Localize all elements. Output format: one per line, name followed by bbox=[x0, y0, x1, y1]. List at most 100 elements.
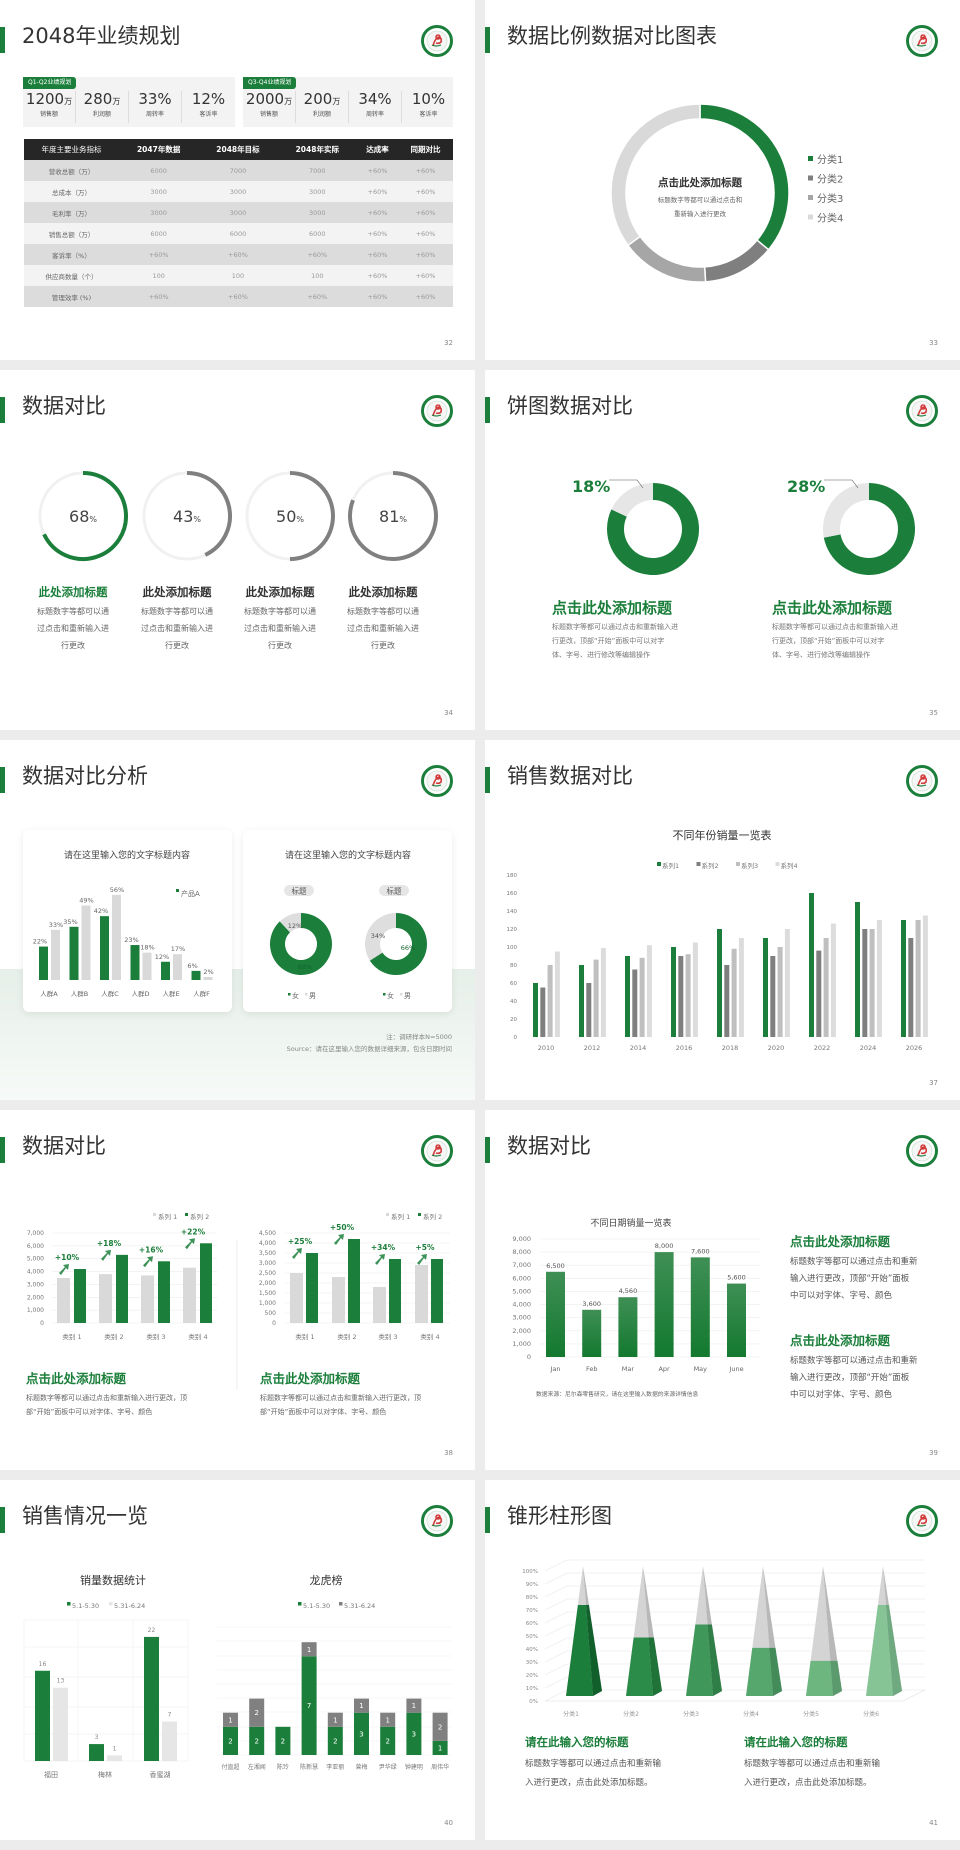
slide-35[interactable]: 饼图数据对比 35 18% 点击此处添加标题 标题数字等都可以通过点击和重新输入进 行更改… bbox=[485, 370, 960, 730]
y-tick-label: 10% bbox=[526, 1686, 538, 1692]
legend-swatch bbox=[67, 1602, 71, 1606]
item-desc: 标题数字等都可以通过点击和重新输入进行更改，顶 bbox=[26, 1393, 187, 1402]
slide-41[interactable]: 锥形柱形图 41 0% 10% 20% 30% 40% 50% 60% 70% 80% 90% 100%… bbox=[485, 1480, 960, 1840]
slide-32[interactable]: 2048年业绩规划 32 Q1-Q2业绩规划 1200万 销售额 280万 利润额 33% 周转… bbox=[0, 0, 475, 360]
y-tick-label: 70% bbox=[526, 1608, 538, 1614]
segment-label: 3 bbox=[359, 1730, 363, 1738]
x-tick-label: Apr bbox=[658, 1365, 670, 1373]
item-desc: 部“开始”面板中可以对字体、字号、颜色 bbox=[260, 1407, 386, 1416]
legend-label: 系列 2 bbox=[423, 1212, 442, 1221]
school-emblem-icon bbox=[906, 25, 938, 57]
item-desc: 过点击和重新输入进 bbox=[244, 623, 316, 633]
category-label: 人群E bbox=[162, 989, 179, 998]
growth-arrow-icon bbox=[59, 1264, 69, 1275]
bar-label: 2% bbox=[203, 968, 213, 976]
y-tick-label: 4,500 bbox=[259, 1230, 276, 1237]
table-cell: +60% bbox=[398, 223, 453, 244]
legend-label: 男 bbox=[309, 992, 316, 1000]
bar bbox=[69, 926, 79, 980]
page-number: 35 bbox=[929, 709, 938, 717]
kpi-label: 客诉率 bbox=[419, 111, 438, 118]
bar bbox=[107, 1755, 122, 1761]
school-emblem-icon bbox=[906, 1135, 938, 1167]
bar-segment bbox=[354, 1698, 369, 1713]
slide-37[interactable]: 销售数据对比 37 不同年份销量一览表 系列1 系列2 系列3 系列4 0 20 40 60 80 10… bbox=[485, 740, 960, 1100]
item-title: 此处添加标题 bbox=[39, 585, 108, 599]
bar-label: 49% bbox=[79, 897, 93, 905]
y-tick-label: 5,000 bbox=[27, 1256, 44, 1263]
bar bbox=[546, 1271, 565, 1357]
gridline bbox=[544, 1611, 925, 1624]
x-tick-label: 类别 3 bbox=[378, 1332, 397, 1341]
category-label: 人群F bbox=[193, 989, 210, 998]
slide-36[interactable]: 数据对比分析36请在这里输入您的文字标题内容请在这里输入您的文字标题内容22%3… bbox=[0, 740, 475, 1100]
bar-label: 12% bbox=[155, 953, 169, 961]
title-pill bbox=[284, 885, 314, 896]
bar bbox=[53, 1687, 68, 1761]
bar-segment bbox=[380, 1712, 396, 1727]
donut-segment-male bbox=[279, 913, 301, 933]
bar-label: 4,560 bbox=[619, 1287, 638, 1295]
growth-label: +5% bbox=[415, 1243, 435, 1252]
kpi-label: 销售额 bbox=[259, 111, 278, 118]
bar bbox=[646, 945, 652, 1037]
bar bbox=[876, 920, 882, 1037]
bar bbox=[415, 1265, 428, 1323]
bar bbox=[144, 1636, 159, 1761]
y-tick-label: 3,000 bbox=[259, 1260, 276, 1267]
bar bbox=[809, 893, 814, 1037]
gridline bbox=[544, 1572, 925, 1585]
gridline bbox=[544, 1598, 925, 1611]
donut-segment bbox=[610, 103, 701, 247]
slide-graphics: 不同日期销量一览表 0 1,000 2,000 3,000 4,000 5,000 6,000… bbox=[512, 1217, 918, 1400]
y-tick-label: 180 bbox=[507, 873, 518, 879]
bar bbox=[763, 938, 768, 1037]
item-desc: 体、字号、进行修改等编辑操作 bbox=[552, 650, 650, 659]
item-desc: 部“开始”面板中可以对字体、字号、颜色 bbox=[26, 1407, 152, 1416]
slide-38[interactable]: 数据对比 38 0 1,000 2,000 3,000 4,000 5,000 6,000 7,0… bbox=[0, 1110, 475, 1470]
page-number: 33 bbox=[929, 339, 938, 347]
bar-segment bbox=[249, 1698, 265, 1727]
center-desc: 重新输入进行更改 bbox=[674, 209, 727, 218]
table-cell: +60% bbox=[356, 202, 399, 223]
bar bbox=[600, 947, 606, 1037]
bar-label: 22 bbox=[148, 1627, 156, 1634]
column-header: 2048年目标 bbox=[198, 139, 278, 160]
slide-40[interactable]: 销售情况一览 40 销量数据统计 5.1-5.30 5.31-6.24 16 13 福田 3 1 梅… bbox=[0, 1480, 475, 1840]
y-tick-label: 1,000 bbox=[512, 1340, 531, 1348]
table-cell: +60% bbox=[398, 202, 453, 223]
bar-segment bbox=[327, 1712, 343, 1727]
slide-39[interactable]: 数据对比 39 不同日期销量一览表 0 1,000 2,000 3,000 4,000 5,00… bbox=[485, 1110, 960, 1470]
bar bbox=[89, 1744, 104, 1761]
y-tick-label: 80% bbox=[526, 1595, 538, 1601]
x-tick-label: 分类4 bbox=[743, 1710, 759, 1718]
table-cell: 客诉率（%） bbox=[24, 244, 119, 265]
growth-arrow-icon bbox=[143, 1256, 153, 1268]
y-tick-label: 160 bbox=[507, 891, 518, 897]
y-tick-label: 1,000 bbox=[259, 1300, 276, 1307]
pyramid-fill-side bbox=[769, 1647, 782, 1696]
slide-34[interactable]: 数据对比 34 68% 此处添加标题 标题数字等都可以通 过点击和重新输入进 行更改 43% 此… bbox=[0, 370, 475, 730]
bar bbox=[290, 1273, 303, 1323]
legend-label: 系列1 bbox=[662, 861, 679, 870]
legend-swatch bbox=[696, 862, 701, 866]
table-cell: +60% bbox=[119, 244, 199, 265]
segment-label: 1 bbox=[228, 1716, 232, 1724]
gridline bbox=[544, 1650, 925, 1663]
growth-label: +22% bbox=[181, 1227, 206, 1236]
pyramid-fill-side bbox=[648, 1637, 662, 1696]
y-tick-label: 8,000 bbox=[512, 1248, 531, 1256]
title-accent-bar bbox=[485, 1507, 490, 1533]
bar bbox=[547, 965, 553, 1037]
slide-33[interactable]: 数据比例数据对比图表 33 分类1 分类2 分类3 分类4 点击此处添加标题 标题数字等都可以… bbox=[485, 0, 960, 360]
item-title: 点击此处添加标题 bbox=[552, 599, 673, 617]
x-tick-label: 左湘闻 bbox=[248, 1763, 266, 1771]
title-accent-bar bbox=[485, 27, 490, 53]
bar bbox=[823, 938, 829, 1037]
y-tick-label: 100% bbox=[522, 1569, 538, 1575]
y-tick-label: 100 bbox=[507, 945, 518, 951]
y-tick-label: 30% bbox=[526, 1660, 538, 1666]
slide-title: 数据对比 bbox=[507, 1134, 591, 1158]
progress-value: 43% bbox=[173, 507, 201, 526]
segment-label: 1 bbox=[385, 1716, 389, 1724]
